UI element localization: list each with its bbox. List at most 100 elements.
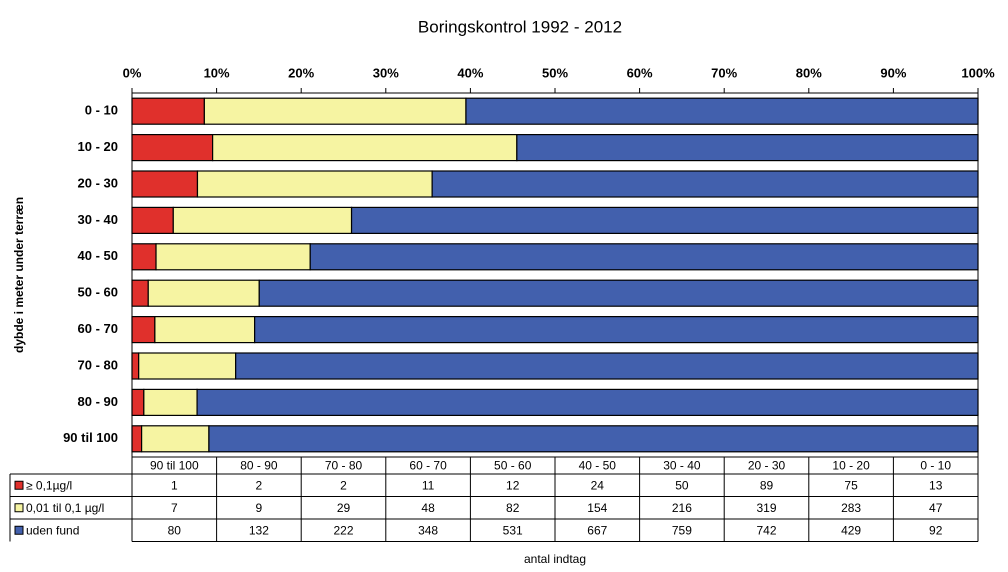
table-header: 60 - 70 [409,459,447,473]
y-tick-label: 10 - 20 [78,139,118,154]
table-cell: 348 [418,523,438,537]
table-header: 80 - 90 [240,459,278,473]
x-tick-label: 80% [796,65,822,80]
table-cell: 92 [929,523,943,537]
bar-segment [131,425,143,453]
y-tick-label: 80 - 90 [78,394,118,409]
legend-label: 0,01 til 0,1 µg/l [26,501,104,515]
bar-segment [350,206,979,234]
table-header: 40 - 50 [579,459,617,473]
y-axis-label: dybde i meter under terræn [12,197,26,353]
bar-segment [258,279,979,307]
table-cell: 759 [672,523,692,537]
y-tick-label: 90 til 100 [63,430,118,445]
bar-segment [131,243,157,271]
legend-swatch [14,525,24,535]
bar-segment [203,97,467,125]
bar-segment [147,279,260,307]
table-cell: 319 [756,501,776,515]
legend-label: ≥ 0,1µg/l [26,478,72,492]
table-cell: 9 [256,501,263,515]
chart-title: Boringskontrol 1992 - 2012 [418,17,622,36]
table-cell: 82 [506,501,520,515]
x-tick-label: 20% [288,65,314,80]
table-cell: 429 [841,523,861,537]
x-tick-label: 30% [373,65,399,80]
table-header: 30 - 40 [663,459,701,473]
x-tick-label: 60% [627,65,653,80]
table-cell: 75 [844,478,858,492]
table-cell: 2 [340,478,347,492]
bar-segment [212,134,518,162]
table-cell: 742 [756,523,776,537]
y-tick-label: 60 - 70 [78,321,118,336]
bar-segment [465,97,979,125]
bar-segment [138,352,237,380]
bar-segment [141,425,210,453]
y-tick-label: 20 - 30 [78,175,118,190]
table-cell: 132 [249,523,269,537]
bar-segment [196,170,433,198]
y-tick-label: 30 - 40 [78,212,118,227]
bar-segment [131,388,145,416]
x-tick-label: 0% [123,65,142,80]
table-cell: 222 [333,523,353,537]
x-axis-label: antal indtag [524,552,586,566]
y-tick-label: 50 - 60 [78,285,118,300]
bar-segment [196,388,979,416]
bar-segment [516,134,979,162]
table-cell: 50 [675,478,689,492]
bar-segment [254,316,979,344]
table-cell: 667 [587,523,607,537]
bar-segment [131,97,205,125]
x-tick-label: 90% [880,65,906,80]
table-cell: 216 [672,501,692,515]
bar-segment [131,279,149,307]
table-header: 50 - 60 [494,459,532,473]
table-cell: 2 [256,478,263,492]
table-cell: 80 [168,523,182,537]
x-tick-label: 100% [961,65,995,80]
bar-segment [155,243,311,271]
table-cell: 7 [171,501,178,515]
bar-segment [131,170,199,198]
x-tick-label: 40% [457,65,483,80]
y-tick-label: 40 - 50 [78,248,118,263]
bar-segment [235,352,979,380]
table-header: 20 - 30 [748,459,786,473]
table-cell: 11 [422,478,435,492]
bar-segment [154,316,256,344]
table-cell: 154 [587,501,607,515]
y-tick-label: 0 - 10 [85,103,118,118]
x-tick-label: 10% [204,65,230,80]
x-tick-label: 50% [542,65,568,80]
table-cell: 531 [503,523,523,537]
table-header: 70 - 80 [325,459,363,473]
table-cell: 48 [421,501,435,515]
bar-segment [131,352,140,380]
table-cell: 1 [171,478,178,492]
bar-segment [131,316,156,344]
legend-label: uden fund [26,523,79,537]
table-cell: 89 [760,478,774,492]
table-cell: 47 [929,501,943,515]
bar-segment [172,206,353,234]
legend-swatch [14,480,24,490]
table-cell: 13 [929,478,943,492]
table-header: 0 - 10 [920,459,951,473]
table-cell: 283 [841,501,861,515]
table-cell: 12 [506,478,520,492]
x-tick-label: 70% [711,65,737,80]
y-tick-label: 70 - 80 [78,357,118,372]
bar-segment [431,170,979,198]
bar-segment [143,388,198,416]
bar-segment [131,206,174,234]
bar-segment [208,425,979,453]
table-cell: 29 [337,501,351,515]
legend-swatch [14,503,24,513]
bar-segment [131,134,214,162]
table-cell: 24 [591,478,605,492]
table-header: 10 - 20 [832,459,870,473]
table-header: 90 til 100 [150,459,199,473]
